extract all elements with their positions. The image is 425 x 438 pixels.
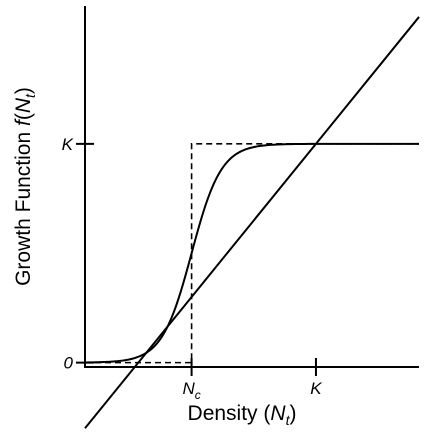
y-axis-label: Growth Function f(Nt)	[12, 87, 38, 286]
x-axis-label-sub: t	[286, 412, 291, 428]
series-line-3	[84, 142, 419, 364]
series-line-2	[85, 143, 419, 364]
x-axis-label-close: )	[289, 402, 296, 425]
x-tick-label-2: K	[310, 379, 322, 398]
x-axis-label: Density (Nt)	[188, 402, 297, 428]
axes	[84, 6, 419, 368]
labels-group: Density (Nt)Growth Function f(Nt)	[12, 87, 296, 428]
x-tick-label-main: K	[310, 379, 322, 398]
y-axis-label-func: f	[12, 118, 35, 126]
y-axis-label-close: )	[12, 87, 35, 94]
x-tick-label-sub: c	[195, 388, 201, 402]
x-tick-label-1: Nc	[182, 379, 200, 402]
y-tick-label-1: 0	[64, 354, 74, 373]
series-group	[84, 16, 420, 429]
x-tick-label-main: N	[182, 379, 195, 398]
y-axis-label-var: N	[12, 97, 35, 113]
y-axis-label-open: (	[12, 113, 35, 120]
axis-lines	[84, 6, 419, 368]
x-axis-label-text: Density (	[188, 402, 271, 425]
ticks-group: Nc K 0 K	[62, 135, 323, 402]
series-line-1	[84, 16, 420, 429]
y-axis-label-sub: t	[22, 93, 38, 98]
y-axis-label-text: Growth Function	[12, 126, 35, 286]
y-tick-label-2: K	[62, 135, 74, 154]
x-axis-label-var: N	[270, 402, 286, 425]
